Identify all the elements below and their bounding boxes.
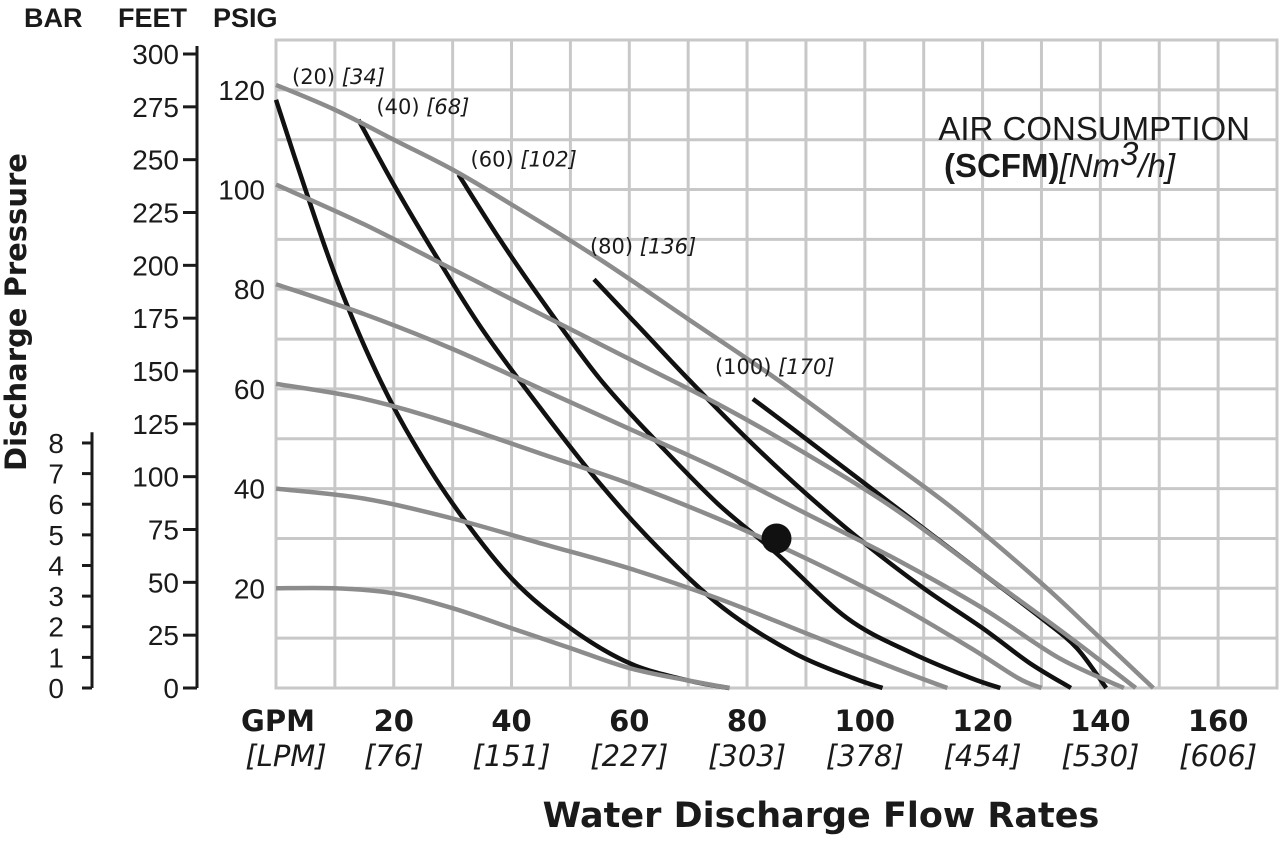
x-tick-gpm: 40 [491,704,531,738]
bar-tick-label: 3 [48,581,64,612]
air-curve-nm3h: [170] [778,355,834,379]
label-group: (20) [34] (40) [68] (60) [102] (80) [136] (1… [292,65,835,379]
air-curve-label: (40) [68] [376,95,469,119]
legend-nm3h-pre: [Nm [1058,147,1120,184]
pressure-curve [275,486,949,691]
air-consumption-curve [356,118,884,691]
pressure-curve [275,82,1155,690]
feet-tick-label: 40 [234,474,265,505]
x-unit-lpm: [LPM] [245,739,326,773]
pressure-curve [275,585,730,691]
psig-tick-label: 150 [132,356,179,387]
curve-group [273,82,1155,691]
bar-tick-label: 6 [48,489,64,520]
air-curve-scfm: (60) [471,148,521,172]
x-unit-gpm: GPM [241,704,315,738]
pressure-curve [275,282,1125,691]
x-axis-title: Water Discharge Flow Rates [543,796,1100,836]
x-tick-gpm: 160 [1188,704,1249,738]
feet-tick-label: 120 [218,75,265,106]
air-curve-nm3h: [34] [342,65,385,89]
feet-unit-header: FEET [118,3,188,33]
plot-frame [274,38,1279,690]
psig-tick-label: 275 [132,92,179,123]
x-tick-lpm: [454] [944,739,1022,773]
psig-tick-label: 100 [132,462,179,493]
x-tick-lpm: [606] [1179,739,1257,773]
feet-tick-label: 80 [234,274,265,305]
x-tick-gpm: 140 [1070,704,1131,738]
feet-tick-label: 20 [234,573,265,604]
bar-tick-label: 1 [48,642,64,673]
legend-units: (SCFM)[Nm3/h] [944,135,1176,184]
feet-tick-label: 100 [218,175,265,206]
x-tick-lpm: [76] [364,739,424,773]
y-axis-title: Discharge Pressure [0,153,33,471]
psig-unit-header: PSIG [213,3,278,33]
air-consumption-curve [456,173,1002,691]
legend-sup: 3 [1120,135,1139,172]
bar-unit-header: BAR [24,3,83,33]
air-curve-label: (60) [102] [471,148,577,172]
pressure-curve [275,182,1138,690]
air-curve-scfm: (100) [715,355,778,379]
air-curve-scfm: (80) [590,234,640,258]
bar-tick-label: 5 [48,520,64,551]
x-tick-lpm: [151] [473,739,551,773]
psig-tick-label: 0 [163,673,179,704]
air-curve-nm3h: [102] [520,148,576,172]
legend-scfm: (SCFM) [944,147,1059,184]
x-tick-lpm: [303] [708,739,786,773]
plot-border [274,38,1279,690]
operating-point-marker [761,523,792,554]
x-tick-lpm: [530] [1061,739,1139,773]
air-consumption-curve [273,99,730,691]
feet-tick-label: 60 [234,374,265,405]
psig-tick-label: 25 [148,620,179,651]
air-consumption-curve [592,277,1073,690]
pressure-curve [275,381,1043,691]
air-curve-nm3h: [68] [426,95,469,119]
x-tick-gpm: 60 [609,704,649,738]
psig-tick-label: 175 [132,303,179,334]
air-curve-label: (20) [34] [292,65,385,89]
psig-tick-label: 75 [148,515,179,546]
psig-tick-label: 300 [132,39,179,70]
psig-tick-label: 225 [132,198,179,229]
bar-tick-label: 8 [48,428,64,459]
legend-title: AIR CONSUMPTION [938,110,1250,147]
grid-lines [276,40,1277,688]
bar-tick-label: 4 [48,550,64,581]
x-tick-gpm: 20 [374,704,414,738]
x-tick-lpm: [227] [590,739,668,773]
x-tick-gpm: 120 [952,704,1013,738]
y-axes: 0123456780255075100125150175200225250275… [48,39,1257,773]
bar-tick-label: 2 [48,612,64,643]
legend-nm3h-post: /h] [1136,147,1176,184]
bar-tick-label: 7 [48,459,64,490]
air-curve-scfm: (20) [292,65,342,89]
air-curve-label: (80) [136] [590,234,696,258]
x-tick-gpm: 80 [727,704,767,738]
x-tick-lpm: [378] [826,739,904,773]
psig-tick-label: 200 [132,250,179,281]
psig-tick-label: 125 [132,409,179,440]
x-tick-gpm: 100 [835,704,896,738]
psig-tick-label: 50 [148,567,179,598]
air-curve-nm3h: [136] [640,234,696,258]
psig-tick-label: 250 [132,145,179,176]
bar-tick-label: 0 [48,673,64,704]
air-curve-label: (100) [170] [715,355,835,379]
air-curve-scfm: (40) [376,95,426,119]
